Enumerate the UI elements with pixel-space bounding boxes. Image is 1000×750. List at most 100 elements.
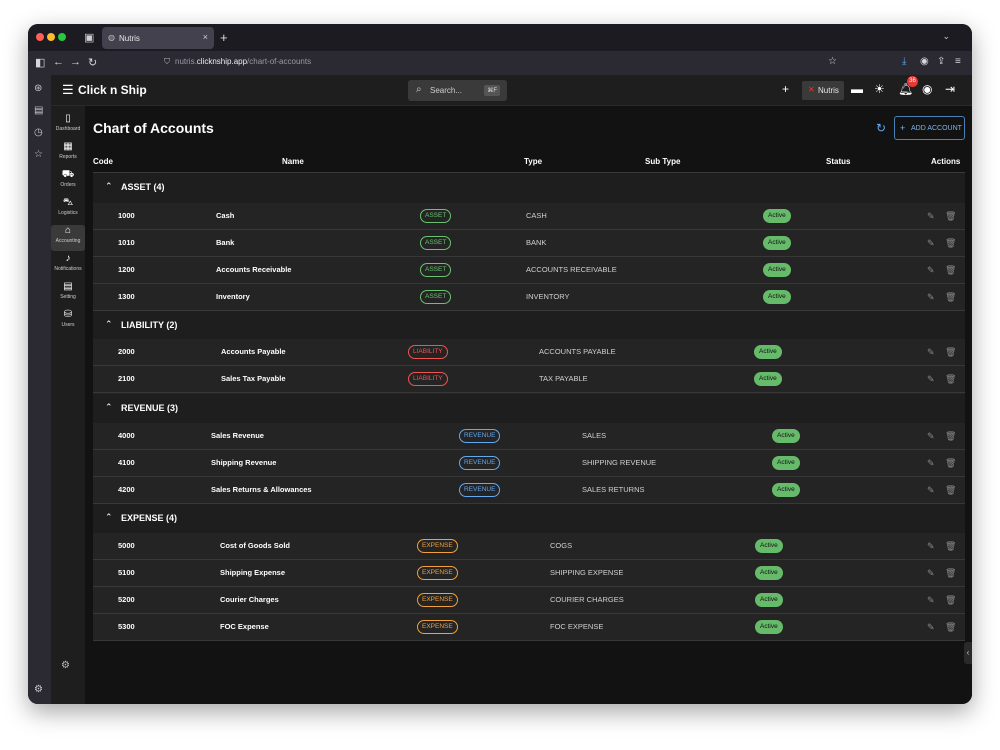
sidebar-item-users[interactable]: ⛁ Users bbox=[51, 309, 85, 335]
delete-trash-icon[interactable]: 🗑︎ bbox=[945, 265, 957, 275]
delete-trash-icon[interactable]: 🗑︎ bbox=[945, 238, 957, 248]
account-sub-type: ACCOUNTS PAYABLE bbox=[539, 347, 616, 356]
tenant-selector[interactable]: ✕ Nutris bbox=[802, 81, 844, 100]
back-arrow-icon[interactable]: ← bbox=[53, 56, 64, 68]
delete-trash-icon[interactable]: 🗑︎ bbox=[945, 211, 957, 221]
refresh-icon[interactable]: ↻ bbox=[876, 121, 887, 135]
table-row[interactable]: 1010 Bank ASSET BANK Active ✎ 🗑︎ bbox=[93, 230, 965, 257]
settings-gear-icon[interactable]: ⚙ bbox=[61, 660, 70, 671]
edit-pencil-icon[interactable]: ✎ bbox=[927, 431, 935, 441]
table-row[interactable]: 2100 Sales Tax Payable LIABILITY TAX PAY… bbox=[93, 366, 965, 393]
card-icon[interactable]: ▬ bbox=[851, 82, 863, 96]
sidebar-tabs-icon[interactable]: ▤ bbox=[34, 105, 44, 116]
table-row[interactable]: 5100 Shipping Expense EXPENSE SHIPPING E… bbox=[93, 560, 965, 587]
table-row[interactable]: 5300 FOC Expense EXPENSE FOC EXPENSE Act… bbox=[93, 614, 965, 641]
delete-trash-icon[interactable]: 🗑︎ bbox=[945, 485, 957, 495]
sidebar-item-setting[interactable]: ▤ Setting bbox=[51, 281, 85, 307]
delete-trash-icon[interactable]: 🗑︎ bbox=[945, 458, 957, 468]
reload-icon[interactable]: ↻ bbox=[88, 57, 98, 69]
edit-pencil-icon[interactable]: ✎ bbox=[927, 595, 935, 605]
chevron-up-icon[interactable]: ⌃ bbox=[105, 319, 113, 329]
table-row[interactable]: 1300 Inventory ASSET INVENTORY Active ✎ … bbox=[93, 284, 965, 311]
ai-chat-icon[interactable]: ⊛ bbox=[34, 83, 43, 94]
edit-pencil-icon[interactable]: ✎ bbox=[927, 211, 935, 221]
bookmarks-icon[interactable]: ☆ bbox=[34, 149, 43, 160]
sidebar-toggle-icon[interactable]: ◧ bbox=[35, 57, 46, 69]
address-bar[interactable]: ⛉ nutris.clicknship.app/chart-of-accounts bbox=[164, 57, 311, 67]
tab-list-chevron-icon[interactable]: ⌄ bbox=[942, 31, 950, 41]
new-tab-button[interactable]: + bbox=[220, 30, 228, 45]
history-icon[interactable]: ◷ bbox=[34, 127, 43, 138]
browser-tab-bar: ▣ ◍ Nutris × + ⌄ bbox=[28, 24, 972, 51]
edit-pencil-icon[interactable]: ✎ bbox=[927, 292, 935, 302]
group-row-revenue[interactable]: ⌃ REVENUE (3) bbox=[93, 394, 965, 424]
sidebar-item-reports[interactable]: ▦ Reports bbox=[51, 141, 85, 167]
table-row[interactable]: 1200 Accounts Receivable ASSET ACCOUNTS … bbox=[93, 257, 965, 284]
table-row[interactable]: 4200 Sales Returns & Allowances REVENUE … bbox=[93, 477, 965, 504]
plus-icon[interactable]: + bbox=[782, 82, 790, 96]
edit-pencil-icon[interactable]: ✎ bbox=[927, 265, 935, 275]
edit-pencil-icon[interactable]: ✎ bbox=[927, 622, 935, 632]
sidebar-item-dashboard[interactable]: ▯ Dashboard bbox=[51, 113, 85, 139]
table-row[interactable]: 5000 Cost of Goods Sold EXPENSE COGS Act… bbox=[93, 533, 965, 560]
app-brand[interactable]: Click n Ship bbox=[78, 83, 147, 97]
column-header-status[interactable]: Status bbox=[826, 157, 851, 166]
account-icon[interactable]: ◉ bbox=[922, 82, 933, 96]
chevron-up-icon[interactable]: ⌃ bbox=[105, 512, 113, 522]
maximize-window-button[interactable] bbox=[58, 33, 66, 41]
column-header-type[interactable]: Type bbox=[524, 157, 543, 166]
download-icon[interactable]: ⤓ bbox=[902, 56, 907, 67]
chevron-up-icon[interactable]: ⌃ bbox=[105, 181, 113, 191]
edit-pencil-icon[interactable]: ✎ bbox=[927, 238, 935, 248]
sidebar-item-notifications[interactable]: ♪ Notifications bbox=[51, 253, 85, 279]
edit-pencil-icon[interactable]: ✎ bbox=[927, 485, 935, 495]
search-box[interactable]: ⌕ Search... ⌘F bbox=[408, 80, 507, 101]
tab-overview-icon[interactable]: ▣ bbox=[84, 32, 95, 44]
table-row[interactable]: 4000 Sales Revenue REVENUE SALES Active … bbox=[93, 423, 965, 450]
sidebar-item-orders[interactable]: ⛟ Orders bbox=[51, 169, 85, 195]
menu-icon[interactable]: ≡ bbox=[955, 56, 961, 67]
edit-pencil-icon[interactable]: ✎ bbox=[927, 458, 935, 468]
sidebar-item-accounting[interactable]: ⌂ Accounting bbox=[51, 225, 85, 251]
forward-arrow-icon[interactable]: → bbox=[70, 56, 81, 68]
table-row[interactable]: 4100 Shipping Revenue REVENUE SHIPPING R… bbox=[93, 450, 965, 477]
delete-trash-icon[interactable]: 🗑︎ bbox=[945, 622, 957, 632]
chevron-up-icon[interactable]: ⌃ bbox=[105, 402, 113, 412]
hamburger-menu-icon[interactable]: ☰ bbox=[62, 82, 74, 97]
bookmark-star-icon[interactable]: ☆ bbox=[828, 56, 837, 67]
group-row-expense[interactable]: ⌃ EXPENSE (4) bbox=[93, 504, 965, 534]
logout-icon[interactable]: ⇥ bbox=[945, 82, 956, 96]
share-icon[interactable]: ⇪ bbox=[937, 56, 946, 67]
delete-trash-icon[interactable]: 🗑︎ bbox=[945, 431, 957, 441]
delete-trash-icon[interactable]: 🗑︎ bbox=[945, 374, 957, 384]
theme-toggle-icon[interactable]: ☀ bbox=[874, 82, 885, 96]
collapse-panel-chevron-icon[interactable]: ‹ bbox=[964, 642, 972, 664]
column-header-name[interactable]: Name bbox=[282, 157, 304, 166]
edit-pencil-icon[interactable]: ✎ bbox=[927, 568, 935, 578]
customize-sidebar-icon[interactable]: ⚙ bbox=[34, 684, 43, 695]
url-host: clicknship.app bbox=[196, 57, 248, 66]
delete-trash-icon[interactable]: 🗑︎ bbox=[945, 595, 957, 605]
sidebar-item-logistics[interactable]: ⛍ Logistics bbox=[51, 197, 85, 223]
table-row[interactable]: 2000 Accounts Payable LIABILITY ACCOUNTS… bbox=[93, 339, 965, 366]
minimize-window-button[interactable] bbox=[47, 33, 55, 41]
delete-trash-icon[interactable]: 🗑︎ bbox=[945, 541, 957, 551]
group-row-liability[interactable]: ⌃ LIABILITY (2) bbox=[93, 311, 965, 341]
table-row[interactable]: 1000 Cash ASSET CASH Active ✎ 🗑︎ bbox=[93, 203, 965, 230]
column-header-code[interactable]: Code bbox=[93, 157, 113, 166]
tab-close-icon[interactable]: × bbox=[202, 32, 208, 42]
account-code: 1300 bbox=[118, 292, 135, 301]
edit-pencil-icon[interactable]: ✎ bbox=[927, 541, 935, 551]
extension-icon[interactable]: ◉ bbox=[920, 56, 929, 67]
column-header-sub-type[interactable]: Sub Type bbox=[645, 157, 681, 166]
close-window-button[interactable] bbox=[36, 33, 44, 41]
browser-tab[interactable]: ◍ Nutris × bbox=[102, 27, 214, 49]
add-account-button[interactable]: + ADD ACCOUNT bbox=[894, 116, 965, 140]
edit-pencil-icon[interactable]: ✎ bbox=[927, 347, 935, 357]
delete-trash-icon[interactable]: 🗑︎ bbox=[945, 568, 957, 578]
delete-trash-icon[interactable]: 🗑︎ bbox=[945, 347, 957, 357]
edit-pencil-icon[interactable]: ✎ bbox=[927, 374, 935, 384]
group-row-asset[interactable]: ⌃ ASSET (4) bbox=[93, 173, 965, 203]
table-row[interactable]: 5200 Courier Charges EXPENSE COURIER CHA… bbox=[93, 587, 965, 614]
delete-trash-icon[interactable]: 🗑︎ bbox=[945, 292, 957, 302]
